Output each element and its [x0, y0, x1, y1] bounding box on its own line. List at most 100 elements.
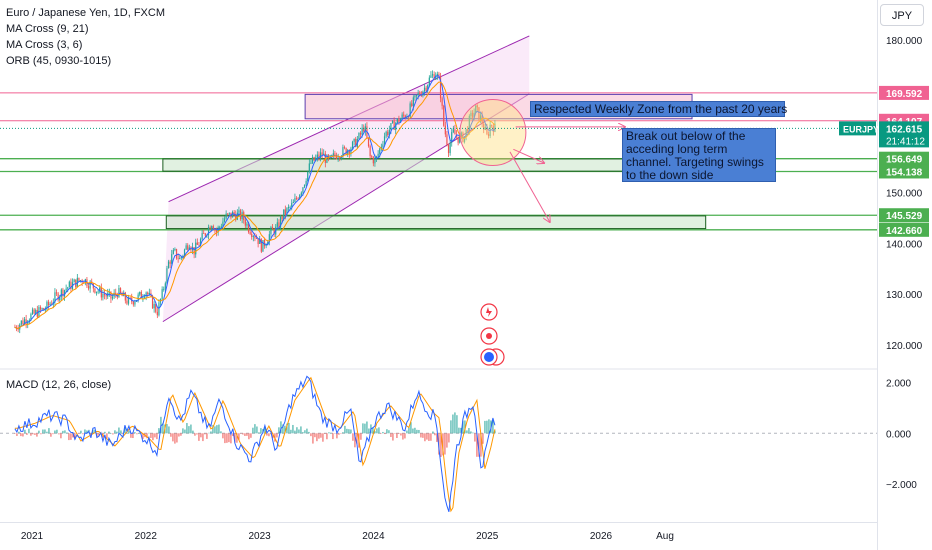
candle-body — [156, 311, 158, 316]
macd-bar — [176, 433, 178, 443]
candle-body — [204, 233, 206, 236]
macd-bar — [146, 433, 148, 439]
level-tag-label: 154.138 — [886, 167, 923, 178]
macd-bar — [190, 424, 192, 434]
candle-body — [102, 293, 104, 298]
candle-body — [387, 131, 389, 136]
breakout-note[interactable]: Break out below of the acceding long ter… — [622, 128, 776, 182]
macd-bar — [160, 416, 162, 434]
macd-line — [14, 375, 496, 512]
candle-body — [185, 245, 187, 250]
candle-body — [17, 328, 19, 330]
macd-bar — [82, 433, 84, 435]
channel-lower-line — [162, 93, 530, 323]
candle-body — [441, 98, 443, 106]
candle-body — [148, 293, 150, 295]
support-zone-1 — [162, 158, 670, 172]
candle-body — [363, 127, 365, 132]
candle-body — [155, 304, 157, 312]
macd-bar — [50, 433, 52, 437]
candle-body — [259, 238, 261, 244]
candle-body — [31, 309, 34, 314]
candle-body — [284, 209, 286, 215]
macd-bar — [234, 433, 236, 443]
macd-bar — [384, 433, 386, 435]
macd-bar — [224, 433, 226, 444]
candle-body — [243, 212, 245, 221]
projection-arrow-2 — [513, 148, 544, 163]
currency-button[interactable]: JPY — [880, 4, 924, 26]
macd-bar — [66, 432, 68, 434]
candle-body — [412, 97, 414, 106]
candle-body — [217, 227, 219, 233]
last-price-value: 162.615 — [886, 124, 923, 135]
macd-bar — [20, 433, 22, 437]
price-tick-label: 150.000 — [886, 189, 923, 200]
level-tag-145.529: 145.529 — [879, 208, 929, 223]
macd-bar — [112, 433, 114, 435]
macd-bar — [412, 428, 414, 434]
macd-bar — [254, 424, 256, 434]
candle-body — [463, 136, 466, 142]
macd-bar — [334, 433, 336, 434]
candle-body — [73, 279, 75, 283]
macd-bar — [400, 433, 402, 436]
legend-symbol[interactable]: Euro / Japanese Yen, 1D, FXCM — [6, 7, 165, 19]
candle-body — [310, 162, 312, 164]
macd-bar — [244, 433, 246, 436]
candle-body — [183, 249, 186, 256]
candle-body — [43, 308, 45, 310]
candle-body — [345, 148, 347, 155]
macd-bar — [148, 432, 150, 434]
macd-bar — [198, 433, 200, 441]
weekly-zone-note[interactable]: Respected Weekly Zone from the past 20 y… — [530, 101, 787, 117]
candle-body — [404, 115, 406, 118]
candle-body — [439, 77, 442, 99]
legend-ma-cross-9-21[interactable]: MA Cross (9, 21) — [6, 23, 89, 35]
candle-body — [428, 77, 430, 86]
candle-body — [433, 74, 435, 80]
candle-body — [372, 157, 374, 164]
candle-body — [467, 129, 469, 132]
macd-bar — [474, 433, 476, 442]
candle-body — [319, 152, 322, 159]
candle-body — [484, 127, 486, 130]
legend-orb[interactable]: ORB (45, 0930-1015) — [6, 55, 112, 67]
candle-body — [481, 115, 483, 124]
macd-bar — [206, 433, 208, 439]
macd-bar — [406, 430, 408, 434]
candle-body — [263, 240, 266, 247]
legend-macd[interactable]: MACD (12, 26, close) — [6, 379, 112, 391]
candle-body — [27, 321, 29, 324]
time-tick-label: 2021 — [21, 531, 44, 542]
time-tick-label: 2024 — [362, 531, 385, 542]
candle-body — [294, 198, 296, 203]
event-icon-3 — [480, 348, 505, 366]
macd-bar — [26, 433, 28, 435]
candle-body — [236, 212, 238, 220]
macd-bar — [228, 433, 230, 443]
candle-body — [169, 261, 171, 264]
candle-body — [235, 214, 237, 220]
macd-bar — [130, 433, 132, 438]
candle-body — [33, 309, 35, 314]
macd-bar — [284, 425, 286, 434]
macd-bar — [48, 428, 50, 434]
candle-body — [30, 313, 32, 321]
macd-bar — [440, 433, 442, 457]
macd-bar — [426, 433, 428, 440]
candle-body — [22, 320, 24, 325]
macd-bar — [114, 430, 116, 434]
candle-body — [393, 120, 395, 130]
candle-body — [307, 171, 309, 181]
macd-bar — [430, 433, 432, 441]
macd-bar — [418, 429, 420, 434]
candle-body — [375, 156, 378, 159]
macd-tick-label: 2.000 — [886, 379, 911, 390]
candle-body — [147, 292, 149, 295]
macd-legend: MACD (12, 26, close) — [6, 377, 111, 393]
candle-body — [140, 291, 142, 298]
legend-ma-cross-3-6[interactable]: MA Cross (3, 6) — [6, 39, 83, 51]
candle-body — [175, 248, 178, 259]
